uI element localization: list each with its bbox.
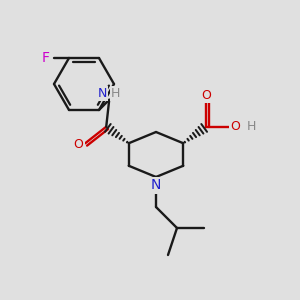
Text: H: H <box>111 87 121 100</box>
Text: O: O <box>201 89 211 102</box>
Text: N: N <box>151 178 161 192</box>
Text: F: F <box>42 51 50 65</box>
Text: H: H <box>247 120 256 133</box>
Text: O: O <box>74 138 84 151</box>
Text: O: O <box>230 120 240 133</box>
Text: N: N <box>98 87 107 100</box>
